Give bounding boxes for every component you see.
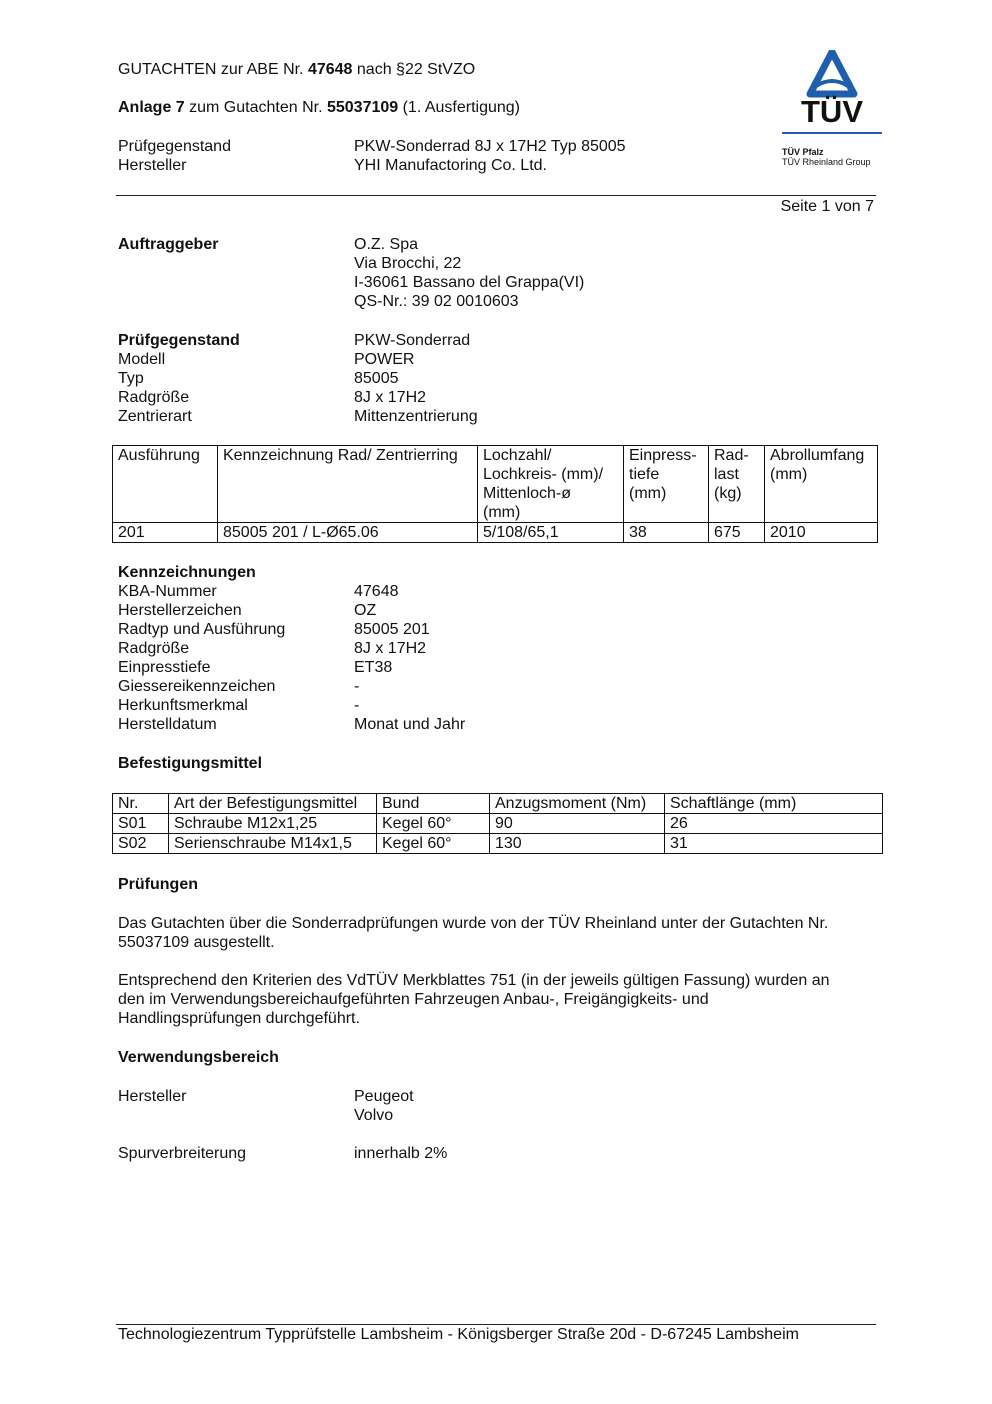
header-cell: Schaftlänge (mm) xyxy=(664,793,883,814)
cell: S01 xyxy=(112,813,169,834)
page-number: Seite 1 von 7 xyxy=(780,198,874,215)
fastener-table: Nr. Art der Befestigungsmittel Bund Anzu… xyxy=(112,793,883,854)
cell: Kegel 60° xyxy=(376,833,490,854)
header-cell: Anzugsmoment (Nm) xyxy=(489,793,665,814)
cell: 26 xyxy=(664,813,883,834)
header-cell: Bund xyxy=(376,793,490,814)
tuv-triangle-icon xyxy=(806,48,858,98)
cell: 38 xyxy=(623,522,709,543)
pruefungen-paragraph-1: Das Gutachten über die Sonderradprüfunge… xyxy=(118,915,829,951)
auftraggeber-label: Auftraggeber xyxy=(118,236,219,253)
header-value: PKW-Sonderrad 8J x 17H2 Typ 85005 xyxy=(354,138,626,155)
header-value: YHI Manufactoring Co. Ltd. xyxy=(354,157,547,174)
header-cell: Lochzahl/Lochkreis- (mm)/Mittenloch-ø (mm… xyxy=(477,445,624,523)
tuv-logo: TÜV TÜV Pfalz TÜV Rheinland Group xyxy=(782,48,882,175)
spur-value: innerhalb 2% xyxy=(354,1145,448,1162)
auftraggeber-address: O.Z. Spa Via Brocchi, 22 I-36061 Bassano d… xyxy=(354,236,585,310)
header-label: Prüfgegenstand xyxy=(118,138,231,155)
header-cell: Kennzeichnung Rad/ Zentrierring xyxy=(217,445,478,523)
table-header-row: Nr. Art der Befestigungsmittel Bund Anzu… xyxy=(112,793,883,814)
header-divider xyxy=(116,195,876,196)
header-cell: Einpress-tiefe (mm) xyxy=(623,445,709,523)
pruefungen-title: Prüfungen xyxy=(118,876,198,893)
footer-address: Technologiezentrum Typprüfstelle Lambshe… xyxy=(118,1326,799,1343)
footer-divider xyxy=(116,1324,876,1325)
cell: Serienschraube M14x1,5 xyxy=(168,833,377,854)
cell: S02 xyxy=(112,833,169,854)
cell: 90 xyxy=(489,813,665,834)
cell: 31 xyxy=(664,833,883,854)
verwendung-title: Verwendungsbereich xyxy=(118,1049,279,1066)
wheel-spec-table: Ausführung Kennzeichnung Rad/ Zentrierri… xyxy=(112,445,878,543)
table-header-row: Ausführung Kennzeichnung Rad/ Zentrierri… xyxy=(112,445,878,523)
cell: 201 xyxy=(112,522,218,543)
pruefgegenstand-labels: Prüfgegenstand Modell Typ Radgröße Zentriera… xyxy=(118,332,240,425)
header-cell: Abrollumfang (mm) xyxy=(764,445,878,523)
cell: 675 xyxy=(708,522,765,543)
table-row: S02 Serienschraube M14x1,5 Kegel 60° 130 31 xyxy=(112,833,883,854)
header-cell: Art der Befestigungsmittel xyxy=(168,793,377,814)
table-row: 201 85005 201 / L-Ø65.06 5/108/65,1 38 675 20… xyxy=(112,522,878,543)
befestigung-title: Befestigungsmittel xyxy=(118,755,263,772)
pruefgegenstand-values: PKW-Sonderrad POWER 85005 8J x 17H2 Mittenze… xyxy=(354,332,478,425)
anlage-line: Anlage 7 zum Gutachten Nr. 55037109 (1. … xyxy=(118,99,520,116)
kennzeichnungen-labels: Kennzeichnungen KBA-Nummer Herstellerzeich… xyxy=(118,564,286,733)
cell: 2010 xyxy=(764,522,878,543)
cell: Kegel 60° xyxy=(376,813,490,834)
logo-rule xyxy=(782,132,882,134)
header-cell: Nr. xyxy=(112,793,169,814)
logo-line1: TÜV Pfalz xyxy=(782,147,824,157)
table-row: S01 Schraube M12x1,25 Kegel 60° 90 26 xyxy=(112,813,883,834)
logo-line2: TÜV Rheinland Group xyxy=(782,157,871,167)
hersteller-label: Hersteller xyxy=(118,1088,187,1105)
pruefungen-paragraph-2: Entsprechend den Kriterien des VdTÜV Mer… xyxy=(118,972,830,1027)
cell: 130 xyxy=(489,833,665,854)
spur-label: Spurverbreiterung xyxy=(118,1145,247,1162)
cell: Schraube M12x1,25 xyxy=(168,813,377,834)
header-cell: Rad-last (kg) xyxy=(708,445,765,523)
document-title: GUTACHTEN zur ABE Nr. 47648 nach §22 StV… xyxy=(118,61,476,78)
cell: 85005 201 / L-Ø65.06 xyxy=(217,522,478,543)
header-cell: Ausführung xyxy=(112,445,218,523)
header-label: Hersteller xyxy=(118,157,187,174)
cell: 5/108/65,1 xyxy=(477,522,624,543)
kennzeichnungen-values: 47648 OZ 85005 201 8J x 17H2 ET38- - Monat und… xyxy=(354,583,466,733)
hersteller-list: Peugeot Volvo xyxy=(354,1088,414,1124)
logo-text: TÜV xyxy=(801,94,863,129)
